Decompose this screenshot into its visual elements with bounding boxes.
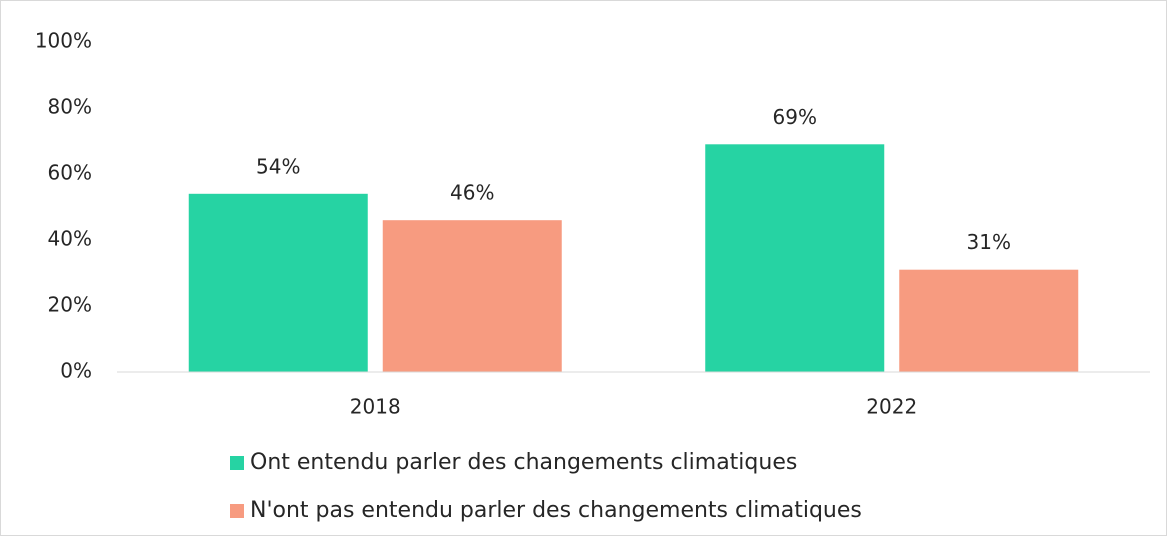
y-tick-label: 80%: [48, 95, 92, 119]
data-label: 46%: [450, 181, 494, 205]
data-label: 69%: [773, 105, 817, 129]
y-tick-label: 40%: [48, 227, 92, 251]
x-tick-label: 2018: [350, 395, 401, 419]
x-tick-label: 2022: [866, 395, 917, 419]
legend-label: N'ont pas entendu parler des changements…: [250, 498, 862, 523]
legend-swatch: [230, 504, 244, 518]
bar: [705, 144, 885, 372]
data-label: 31%: [967, 230, 1011, 254]
data-label: 54%: [256, 154, 300, 178]
bar: [382, 220, 562, 372]
legend-swatch: [230, 456, 244, 470]
bar: [188, 193, 368, 372]
bar: [899, 269, 1079, 372]
legend-label: Ont entendu parler des changements clima…: [250, 450, 797, 475]
y-tick-label: 0%: [60, 359, 92, 383]
y-tick-label: 100%: [35, 29, 92, 53]
y-tick-label: 20%: [48, 293, 92, 317]
y-tick-label: 60%: [48, 161, 92, 185]
